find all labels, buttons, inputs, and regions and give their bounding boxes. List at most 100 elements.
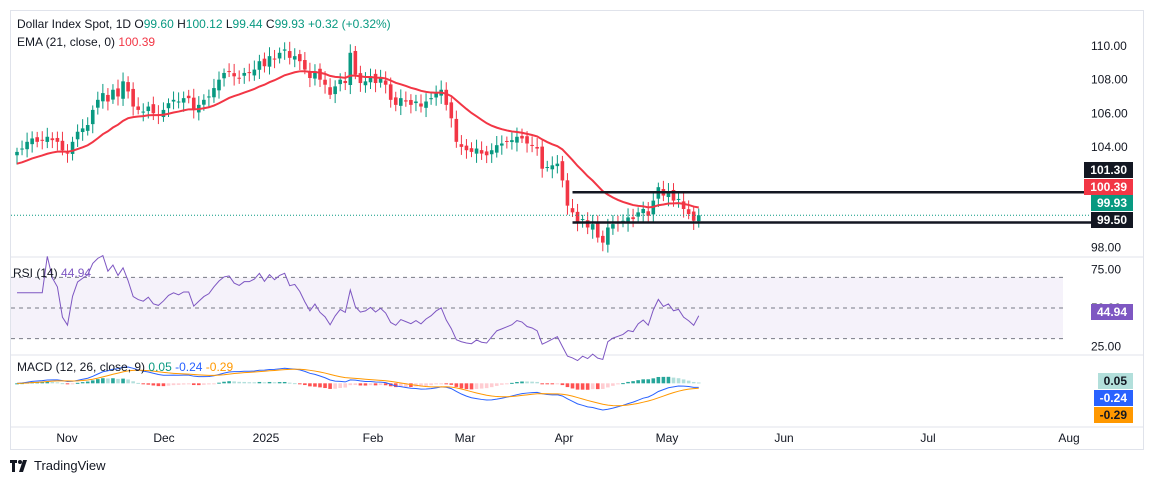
macd-legend: MACD (12, 26, close, 9) 0.05 -0.24 -0.29 (17, 360, 233, 374)
macd-hist-bar (121, 378, 125, 384)
support-badge: 99.50 (1090, 212, 1133, 228)
candle-body (101, 93, 105, 102)
macd-hist-bar (242, 381, 247, 384)
tradingview-brand[interactable]: TradingView (34, 458, 106, 473)
macd-hist-bar (45, 381, 50, 384)
candle-body (646, 211, 651, 216)
candle-body (666, 192, 671, 198)
macd-hist-bar (383, 383, 388, 386)
macd-hist-bar (15, 383, 19, 385)
candle-body (267, 56, 272, 67)
macd-hist-bar (404, 383, 408, 387)
candle-body (247, 72, 252, 74)
rsi-band (11, 277, 1063, 339)
macd-hist-bar (550, 383, 555, 385)
macd-hist-bar (646, 379, 651, 384)
macd-signal-line (16, 368, 699, 407)
candle-body (363, 81, 368, 86)
footer: TradingView (10, 458, 106, 473)
macd-hist-bar (666, 376, 671, 384)
rsi-axis-tick: 25.00 (1091, 339, 1121, 353)
price-axis-tick: 98.00 (1091, 241, 1121, 255)
macd-hist-bar (298, 383, 302, 385)
chart-canvas[interactable]: 110.00108.00106.00104.0098.0075.0050.002… (11, 11, 1144, 450)
candle-body (136, 106, 140, 110)
candle-body (515, 136, 519, 143)
candle-body (30, 138, 34, 145)
candle-body (96, 99, 100, 108)
macd-hist-bar (530, 381, 534, 384)
macd-hist-bar (207, 383, 211, 385)
macd-hist-bar (131, 381, 135, 384)
ema-badge: 100.39 (1084, 179, 1133, 195)
candle-body (686, 209, 691, 215)
candle-body (262, 58, 267, 67)
candle-body (232, 73, 236, 77)
candle-body (121, 81, 125, 99)
candle-body (176, 101, 181, 103)
macd-hist-bar (565, 383, 570, 388)
macd-hist-bar (217, 382, 221, 384)
macd-hist-bar (166, 383, 171, 386)
candle-body (459, 144, 464, 147)
macd-hist-bar (373, 383, 378, 386)
macd-hist-bar (535, 381, 539, 384)
macd-hist-bar (434, 383, 438, 385)
macd-hist-bar (595, 383, 600, 390)
candle-body (272, 58, 277, 60)
macd-hist-bar (641, 379, 645, 384)
macd-hist-bar (393, 383, 398, 388)
macd-hist-bar (469, 383, 474, 390)
macd-hist-bar (328, 383, 332, 389)
macd-hist-bar (277, 382, 282, 384)
macd-hist-bar (459, 383, 464, 389)
macd-hist-bar (601, 383, 605, 389)
macd-hist-bar (156, 383, 161, 387)
candle-body (414, 101, 418, 104)
tradingview-logo-icon[interactable] (10, 459, 30, 472)
macd-hist-bar (631, 381, 635, 384)
candle-body (474, 148, 479, 154)
macd-hist-bar (257, 381, 262, 384)
candle-body (60, 140, 65, 151)
macd-hist-bar (489, 383, 494, 388)
candle-body (545, 167, 550, 169)
macd-hist-bar (585, 383, 590, 390)
macd-hist-bar (186, 383, 191, 385)
candle-body (75, 131, 80, 140)
ema-legend: EMA (21, close, 0) 100.39 (17, 35, 155, 49)
macd-hist-bar (691, 381, 696, 384)
macd-hist-bar (75, 382, 80, 384)
macd-hist-bar (580, 383, 585, 390)
candle-body (15, 151, 19, 156)
macd-hist-bar (686, 380, 691, 384)
macd-hist-bar (181, 383, 186, 385)
macd-hist-bar (515, 381, 519, 384)
macd-hist-bar (409, 383, 413, 387)
macd-hist-bar (449, 383, 454, 385)
candle-body (368, 76, 373, 83)
macd-hist-bar (696, 382, 701, 384)
macd-hist-bar (111, 378, 115, 384)
candle-body (106, 94, 110, 102)
macd-hist-bar (656, 376, 661, 384)
rsi-badge: 44.94 (1090, 304, 1133, 320)
candle-body (510, 140, 514, 143)
candle-body (237, 77, 241, 79)
candle-body (388, 84, 393, 100)
macd-signal-badge: -0.29 (1093, 407, 1133, 423)
macd-hist-bar (545, 383, 550, 385)
candle-body (151, 104, 156, 114)
macd-hist-bar (197, 383, 201, 386)
macd-hist-bar (636, 380, 640, 384)
candle-body (328, 87, 332, 95)
rsi-label: RSI (14) (13, 266, 58, 280)
candle-body (393, 97, 398, 105)
candle-body (601, 235, 605, 243)
candle-body (50, 138, 55, 141)
time-axis-tick: Dec (153, 431, 174, 445)
candle-body (282, 49, 287, 51)
macd-hist-bar (606, 383, 610, 388)
macd-hist-bar (621, 383, 625, 385)
candle-body (611, 224, 615, 229)
